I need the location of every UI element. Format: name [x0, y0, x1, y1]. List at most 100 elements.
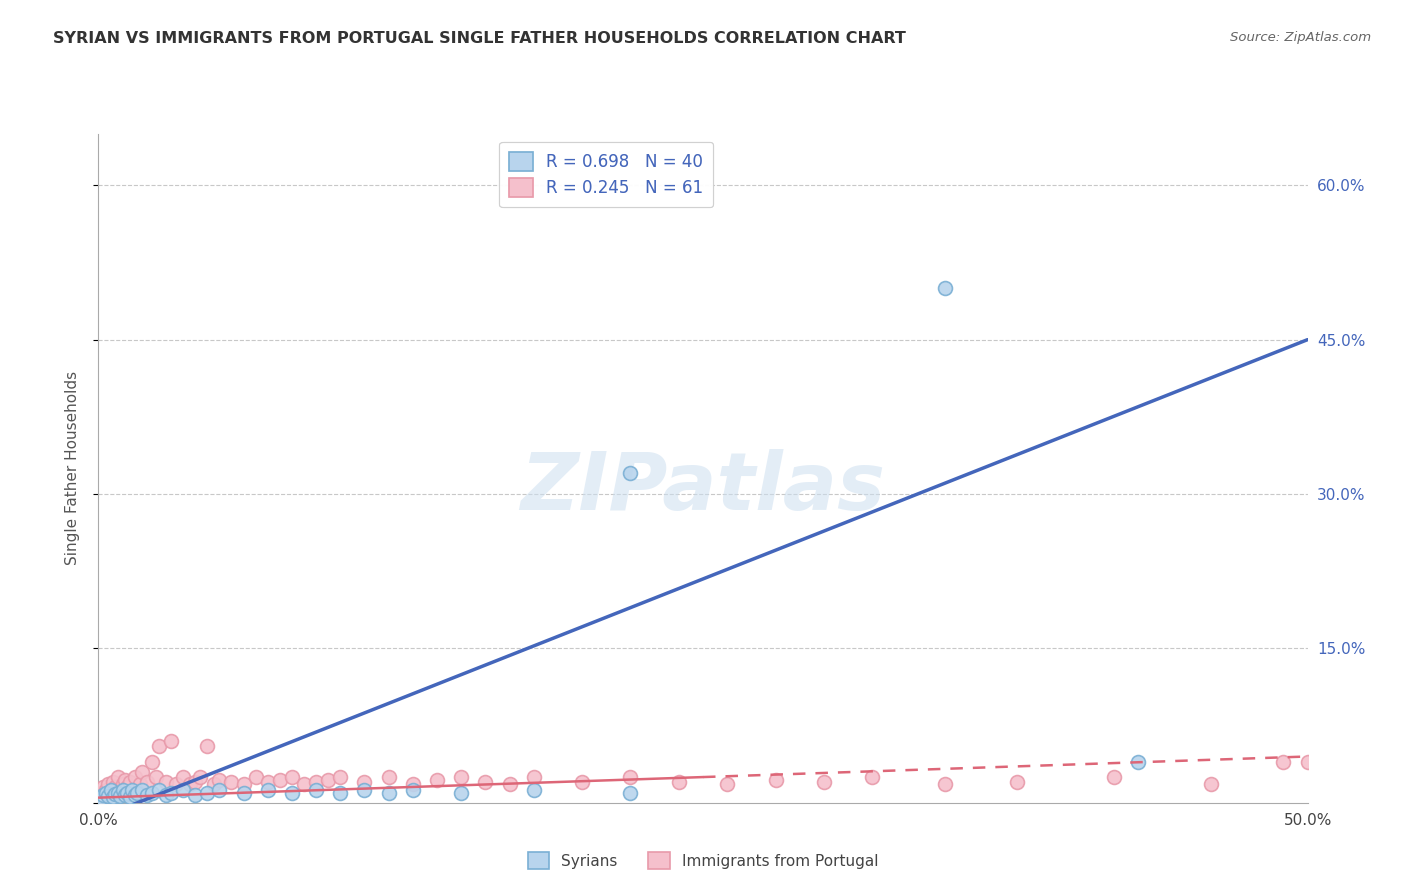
Point [118, 775, 141, 789]
Point [353, 783, 375, 797]
Point [124, 788, 146, 802]
Point [619, 770, 641, 784]
Point [402, 777, 425, 791]
Point [281, 770, 304, 784]
Point [188, 770, 211, 784]
Point [107, 770, 129, 784]
Point [860, 770, 883, 784]
Point [402, 783, 425, 797]
Point [104, 787, 127, 801]
Text: Source: ZipAtlas.com: Source: ZipAtlas.com [1230, 31, 1371, 45]
Point [172, 783, 194, 797]
Point [195, 739, 218, 754]
Point [114, 773, 136, 788]
Point [245, 770, 267, 784]
Point [377, 785, 399, 799]
Point [208, 773, 231, 788]
Point [269, 773, 291, 788]
Point [353, 775, 375, 789]
Point [221, 775, 243, 789]
Point [184, 775, 207, 789]
Point [204, 777, 226, 791]
Point [232, 777, 254, 791]
Point [90, 790, 112, 805]
Point [329, 770, 352, 784]
Point [91, 788, 114, 802]
Point [765, 773, 787, 788]
Point [208, 783, 231, 797]
Point [172, 770, 194, 784]
Point [619, 785, 641, 799]
Point [91, 780, 114, 795]
Point [155, 775, 177, 789]
Point [474, 775, 496, 789]
Point [131, 783, 153, 797]
Point [141, 755, 163, 769]
Point [118, 789, 141, 804]
Legend: R = 0.698   N = 40, R = 0.245   N = 61: R = 0.698 N = 40, R = 0.245 N = 61 [499, 142, 713, 207]
Point [148, 739, 170, 754]
Point [108, 785, 131, 799]
Point [131, 764, 153, 779]
Point [160, 734, 183, 748]
Text: SYRIAN VS IMMIGRANTS FROM PORTUGAL SINGLE FATHER HOUSEHOLDS CORRELATION CHART: SYRIAN VS IMMIGRANTS FROM PORTUGAL SINGL… [53, 31, 907, 46]
Point [124, 770, 146, 784]
Point [523, 770, 546, 784]
Point [1296, 755, 1319, 769]
Point [813, 775, 835, 789]
Point [101, 775, 124, 789]
Point [111, 783, 134, 797]
Point [145, 770, 167, 784]
Point [523, 783, 546, 797]
Point [111, 777, 134, 791]
Point [329, 785, 352, 799]
Point [184, 788, 207, 802]
Point [716, 777, 738, 791]
Point [426, 773, 449, 788]
Point [256, 783, 278, 797]
Point [155, 788, 177, 802]
Point [498, 777, 520, 791]
Point [377, 770, 399, 784]
Legend: Syrians, Immigrants from Portugal: Syrians, Immigrants from Portugal [522, 846, 884, 875]
Point [148, 783, 170, 797]
Point [121, 783, 143, 797]
Point [127, 785, 149, 799]
Point [90, 785, 112, 799]
Point [256, 775, 278, 789]
Point [450, 785, 472, 799]
Point [232, 785, 254, 799]
Point [128, 777, 150, 791]
Point [619, 467, 641, 481]
Point [571, 775, 593, 789]
Point [101, 789, 124, 804]
Point [450, 770, 472, 784]
Point [107, 785, 129, 799]
Point [934, 281, 956, 295]
Point [1272, 755, 1295, 769]
Point [195, 785, 218, 799]
Point [94, 783, 117, 797]
Point [141, 785, 163, 799]
Y-axis label: Single Father Households: Single Father Households [65, 371, 80, 566]
Point [117, 780, 139, 795]
Text: ZIPatlas: ZIPatlas [520, 450, 886, 527]
Point [292, 777, 315, 791]
Point [135, 775, 157, 789]
Point [160, 785, 183, 799]
Point [305, 783, 328, 797]
Point [1199, 777, 1222, 791]
Point [104, 780, 127, 795]
Point [305, 775, 328, 789]
Point [1128, 755, 1150, 769]
Point [100, 783, 122, 797]
Point [97, 777, 120, 791]
Point [94, 785, 117, 799]
Point [108, 789, 131, 803]
Point [668, 775, 690, 789]
Point [934, 777, 956, 791]
Point [165, 777, 187, 791]
Point [179, 777, 201, 791]
Point [97, 789, 120, 803]
Point [281, 785, 304, 799]
